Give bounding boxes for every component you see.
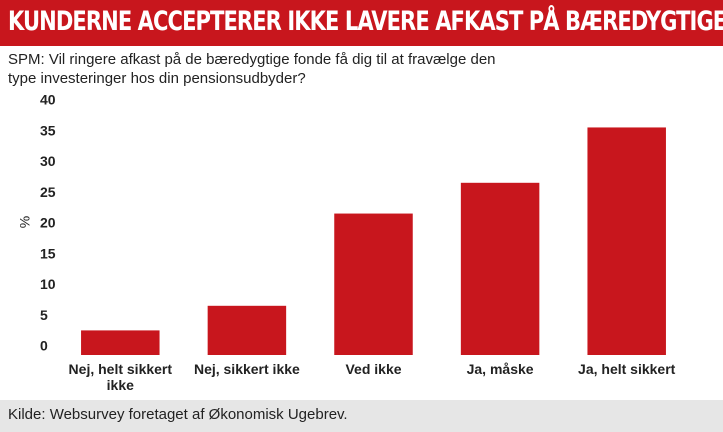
chart-subtitle: SPM: Vil ringere afkast på de bæredygtig… (8, 51, 496, 87)
source: Kilde: Websurvey foretaget af Økonomisk … (8, 406, 348, 423)
y-axis-label: % (17, 216, 33, 228)
x-tick-label: Ja, måske (466, 361, 534, 377)
bar (587, 127, 666, 355)
bar (81, 330, 160, 355)
y-tick-label: 25 (40, 184, 56, 200)
footer (0, 400, 723, 432)
y-tick-label: 20 (40, 215, 56, 231)
x-tick-label: Ved ikke (345, 361, 402, 377)
y-tick-label: 35 (40, 122, 56, 138)
x-tick-label: Ja, helt sikkert (578, 361, 676, 377)
y-tick-label: 10 (40, 276, 56, 292)
chart-title: KUNDERNE ACCEPTERER IKKE LAVERE AFKAST P… (8, 6, 723, 37)
y-tick-label: 0 (40, 338, 48, 354)
title-banner (0, 0, 723, 46)
x-tick-label: Nej, sikkert ikke (193, 361, 300, 377)
y-tick-label: 40 (40, 92, 56, 108)
bar (460, 182, 540, 355)
bar (334, 213, 413, 355)
y-tick-label: 30 (40, 153, 56, 169)
y-tick-label: 5 (40, 307, 48, 323)
x-tick-label: Nej, helt sikkert ikke (68, 361, 173, 393)
bar (207, 305, 287, 355)
y-tick-label: 15 (40, 245, 56, 261)
